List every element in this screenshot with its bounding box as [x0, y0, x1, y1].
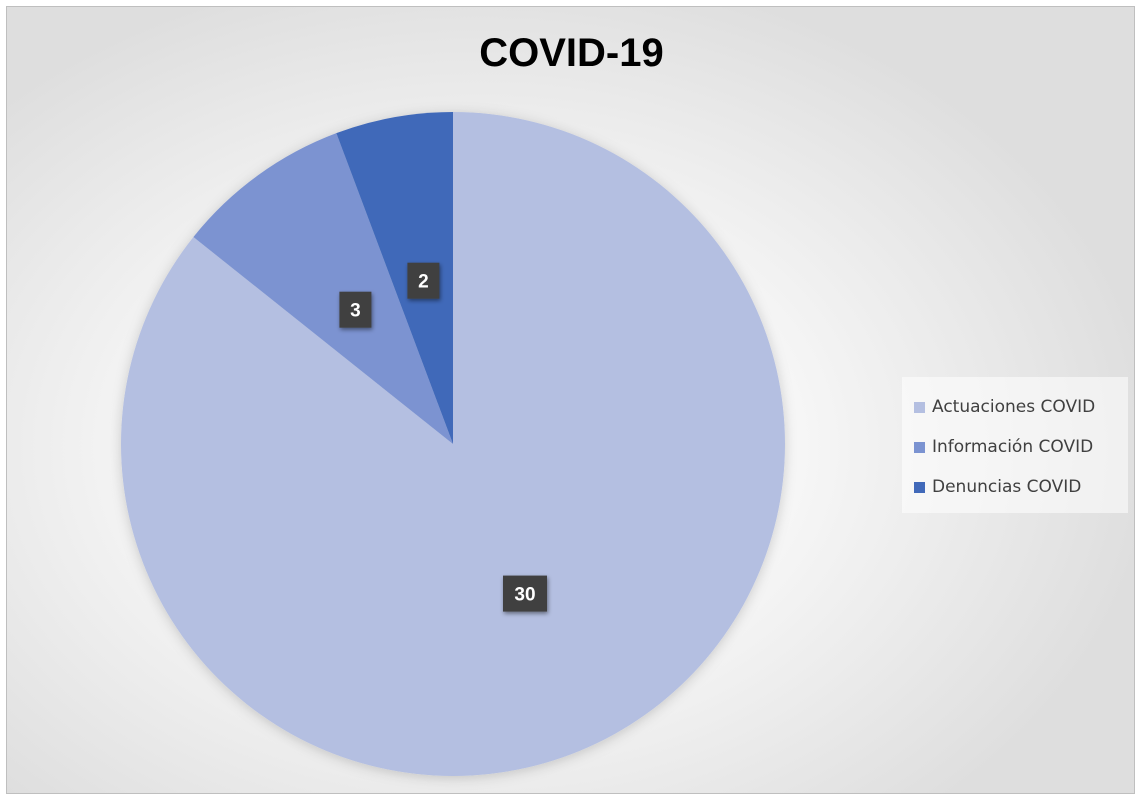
- legend-swatch: [914, 441, 925, 453]
- data-label-1: 30: [503, 575, 547, 612]
- pie-slice-3: [336, 112, 453, 444]
- data-label-box: [407, 262, 440, 299]
- data-label-3: 2: [407, 262, 440, 299]
- chart-title: COVID-19: [479, 31, 664, 75]
- legend: Actuaciones COVID Información COVID Denunc…: [902, 377, 1128, 513]
- pie-slice-2: [193, 133, 453, 445]
- data-label-text: 30: [514, 585, 535, 606]
- data-label-box: [339, 291, 372, 328]
- legend-item-1: Actuaciones COVID: [902, 387, 1128, 427]
- legend-swatch: [914, 481, 925, 493]
- chart-frame: COVID-19 30 3 2 Actuaciones COVID Informaci…: [6, 6, 1135, 794]
- pie-chart: 30 3 2: [120, 112, 785, 776]
- data-label-text: 3: [350, 301, 361, 322]
- legend-item-2: Información COVID: [902, 427, 1128, 467]
- legend-item-3: Denuncias COVID: [902, 467, 1128, 507]
- legend-label: Denuncias COVID: [932, 477, 1082, 497]
- pie-slice-1: [120, 112, 785, 776]
- data-label-box: [503, 575, 547, 612]
- legend-label: Información COVID: [932, 437, 1094, 457]
- data-label-text: 2: [418, 272, 429, 293]
- legend-label: Actuaciones COVID: [932, 397, 1096, 417]
- legend-swatch: [914, 401, 925, 413]
- data-label-2: 3: [339, 291, 372, 328]
